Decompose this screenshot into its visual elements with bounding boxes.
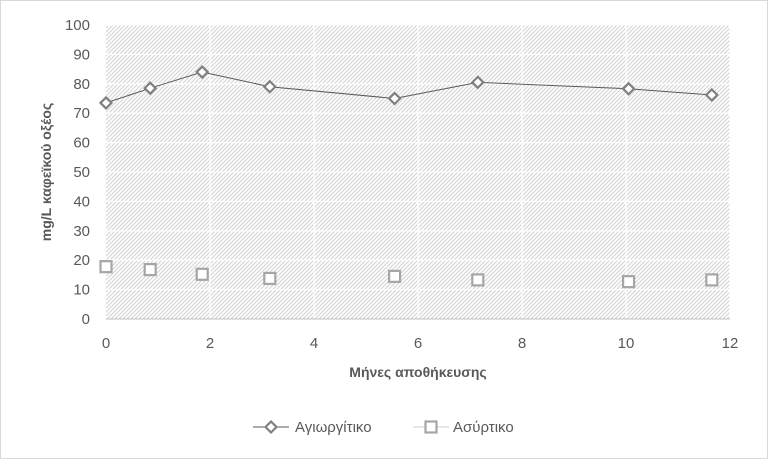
x-axis-title: Μήνες αποθήκευσης <box>349 364 486 380</box>
series-line-0 <box>105 71 712 104</box>
series-1-point-0 <box>99 260 113 274</box>
y-tick-label-50: 50 <box>73 164 90 181</box>
series-0 <box>98 64 719 110</box>
legend-marker-diamond <box>263 419 279 435</box>
y-axis-title: mg/L καφεϊκού οξέος <box>38 103 54 241</box>
series-1-point-2 <box>195 267 209 281</box>
legend-marker-square <box>424 420 438 434</box>
series-1-point-7 <box>705 273 719 287</box>
x-tick-label-12: 12 <box>722 335 739 352</box>
series-1-point-6 <box>621 275 636 289</box>
y-tick-label-20: 20 <box>73 252 90 269</box>
legend-label-agiorgitiko: Αγιωργίτικο <box>295 419 372 436</box>
x-tick-label-6: 6 <box>414 335 422 352</box>
x-tick-label-4: 4 <box>310 335 318 352</box>
y-tick-label-70: 70 <box>73 105 90 122</box>
legend: Αγιωργίτικο Ασύρτικο <box>253 419 514 436</box>
series-0-point-1 <box>143 81 158 96</box>
legend-item-agiorgitiko: Αγιωργίτικο <box>253 419 372 436</box>
gridlines <box>106 24 731 319</box>
series-0-point-5 <box>470 75 485 90</box>
x-tick-label-8: 8 <box>518 335 526 352</box>
series-0-point-6 <box>621 81 636 96</box>
x-tick-label-0: 0 <box>102 335 110 352</box>
series-layer <box>98 64 719 289</box>
series-1-point-4 <box>388 269 402 283</box>
y-tick-label-30: 30 <box>73 223 90 240</box>
y-tick-label-80: 80 <box>73 76 90 93</box>
y-tick-labels: 0 10 20 30 40 50 60 70 80 90 100 <box>65 17 90 328</box>
series-0-point-2 <box>195 64 210 80</box>
series-1-point-1 <box>143 263 157 277</box>
y-tick-label-60: 60 <box>73 135 90 152</box>
y-tick-label-100: 100 <box>65 17 90 34</box>
x-tick-label-10: 10 <box>618 335 635 352</box>
legend-item-asyrtiko: Ασύρτικο <box>413 419 514 436</box>
x-tick-labels: 0 2 4 6 8 10 12 <box>102 335 739 352</box>
y-tick-label-10: 10 <box>73 282 90 299</box>
series-0-point-3 <box>262 79 277 94</box>
y-tick-label-90: 90 <box>73 46 90 63</box>
series-1-point-3 <box>263 271 277 286</box>
y-tick-label-40: 40 <box>73 193 90 210</box>
legend-label-asyrtiko: Ασύρτικο <box>453 419 514 436</box>
series-1-point-5 <box>471 273 485 287</box>
series-0-point-7 <box>704 87 719 103</box>
series-0-point-0 <box>98 95 114 110</box>
series-1 <box>99 260 719 289</box>
x-tick-label-2: 2 <box>206 335 214 352</box>
series-0-point-4 <box>387 91 402 106</box>
y-tick-label-0: 0 <box>82 311 90 328</box>
